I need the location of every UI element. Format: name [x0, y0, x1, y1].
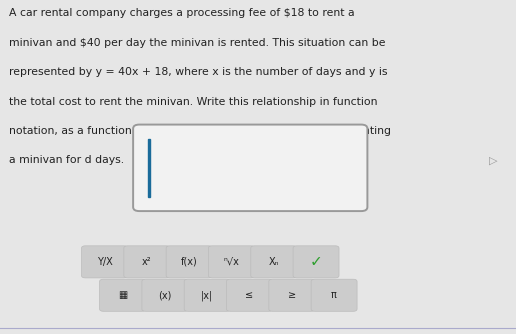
- FancyBboxPatch shape: [293, 246, 339, 278]
- FancyBboxPatch shape: [227, 279, 272, 311]
- Text: ▦: ▦: [118, 290, 127, 300]
- Text: Xₙ: Xₙ: [268, 257, 279, 267]
- Text: the total cost to rent the minivan. Write this relationship in function: the total cost to rent the minivan. Writ…: [9, 97, 378, 107]
- Text: A car rental company charges a processing fee of $18 to rent a: A car rental company charges a processin…: [9, 8, 355, 18]
- Text: ✓: ✓: [310, 255, 322, 269]
- FancyBboxPatch shape: [124, 246, 170, 278]
- Text: ▷: ▷: [489, 155, 497, 165]
- Text: ⁿ√x: ⁿ√x: [223, 257, 239, 267]
- Text: x²: x²: [142, 257, 152, 267]
- FancyBboxPatch shape: [166, 246, 212, 278]
- FancyBboxPatch shape: [269, 279, 315, 311]
- Text: ≤: ≤: [246, 290, 253, 300]
- FancyBboxPatch shape: [311, 279, 357, 311]
- Bar: [148, 139, 150, 197]
- Text: (x): (x): [158, 290, 171, 300]
- FancyBboxPatch shape: [142, 279, 188, 311]
- Text: Y/X: Y/X: [96, 257, 112, 267]
- FancyBboxPatch shape: [82, 246, 127, 278]
- FancyBboxPatch shape: [208, 246, 254, 278]
- FancyBboxPatch shape: [100, 279, 146, 311]
- Text: π: π: [331, 290, 337, 300]
- Text: represented by y = 40x + 18, where x is the number of days and y is: represented by y = 40x + 18, where x is …: [9, 67, 388, 77]
- Text: ≥: ≥: [288, 290, 296, 300]
- Text: f(x): f(x): [181, 257, 198, 267]
- Text: minivan and $40 per day the minivan is rented. This situation can be: minivan and $40 per day the minivan is r…: [9, 38, 386, 48]
- Text: a minivan for d days.: a minivan for d days.: [9, 155, 124, 165]
- FancyBboxPatch shape: [133, 125, 367, 211]
- FancyBboxPatch shape: [184, 279, 230, 311]
- FancyBboxPatch shape: [251, 246, 297, 278]
- Text: |x|: |x|: [201, 290, 213, 301]
- Text: notation, as a function C(d), where C(d) represents the cost of renting: notation, as a function C(d), where C(d)…: [9, 126, 391, 136]
